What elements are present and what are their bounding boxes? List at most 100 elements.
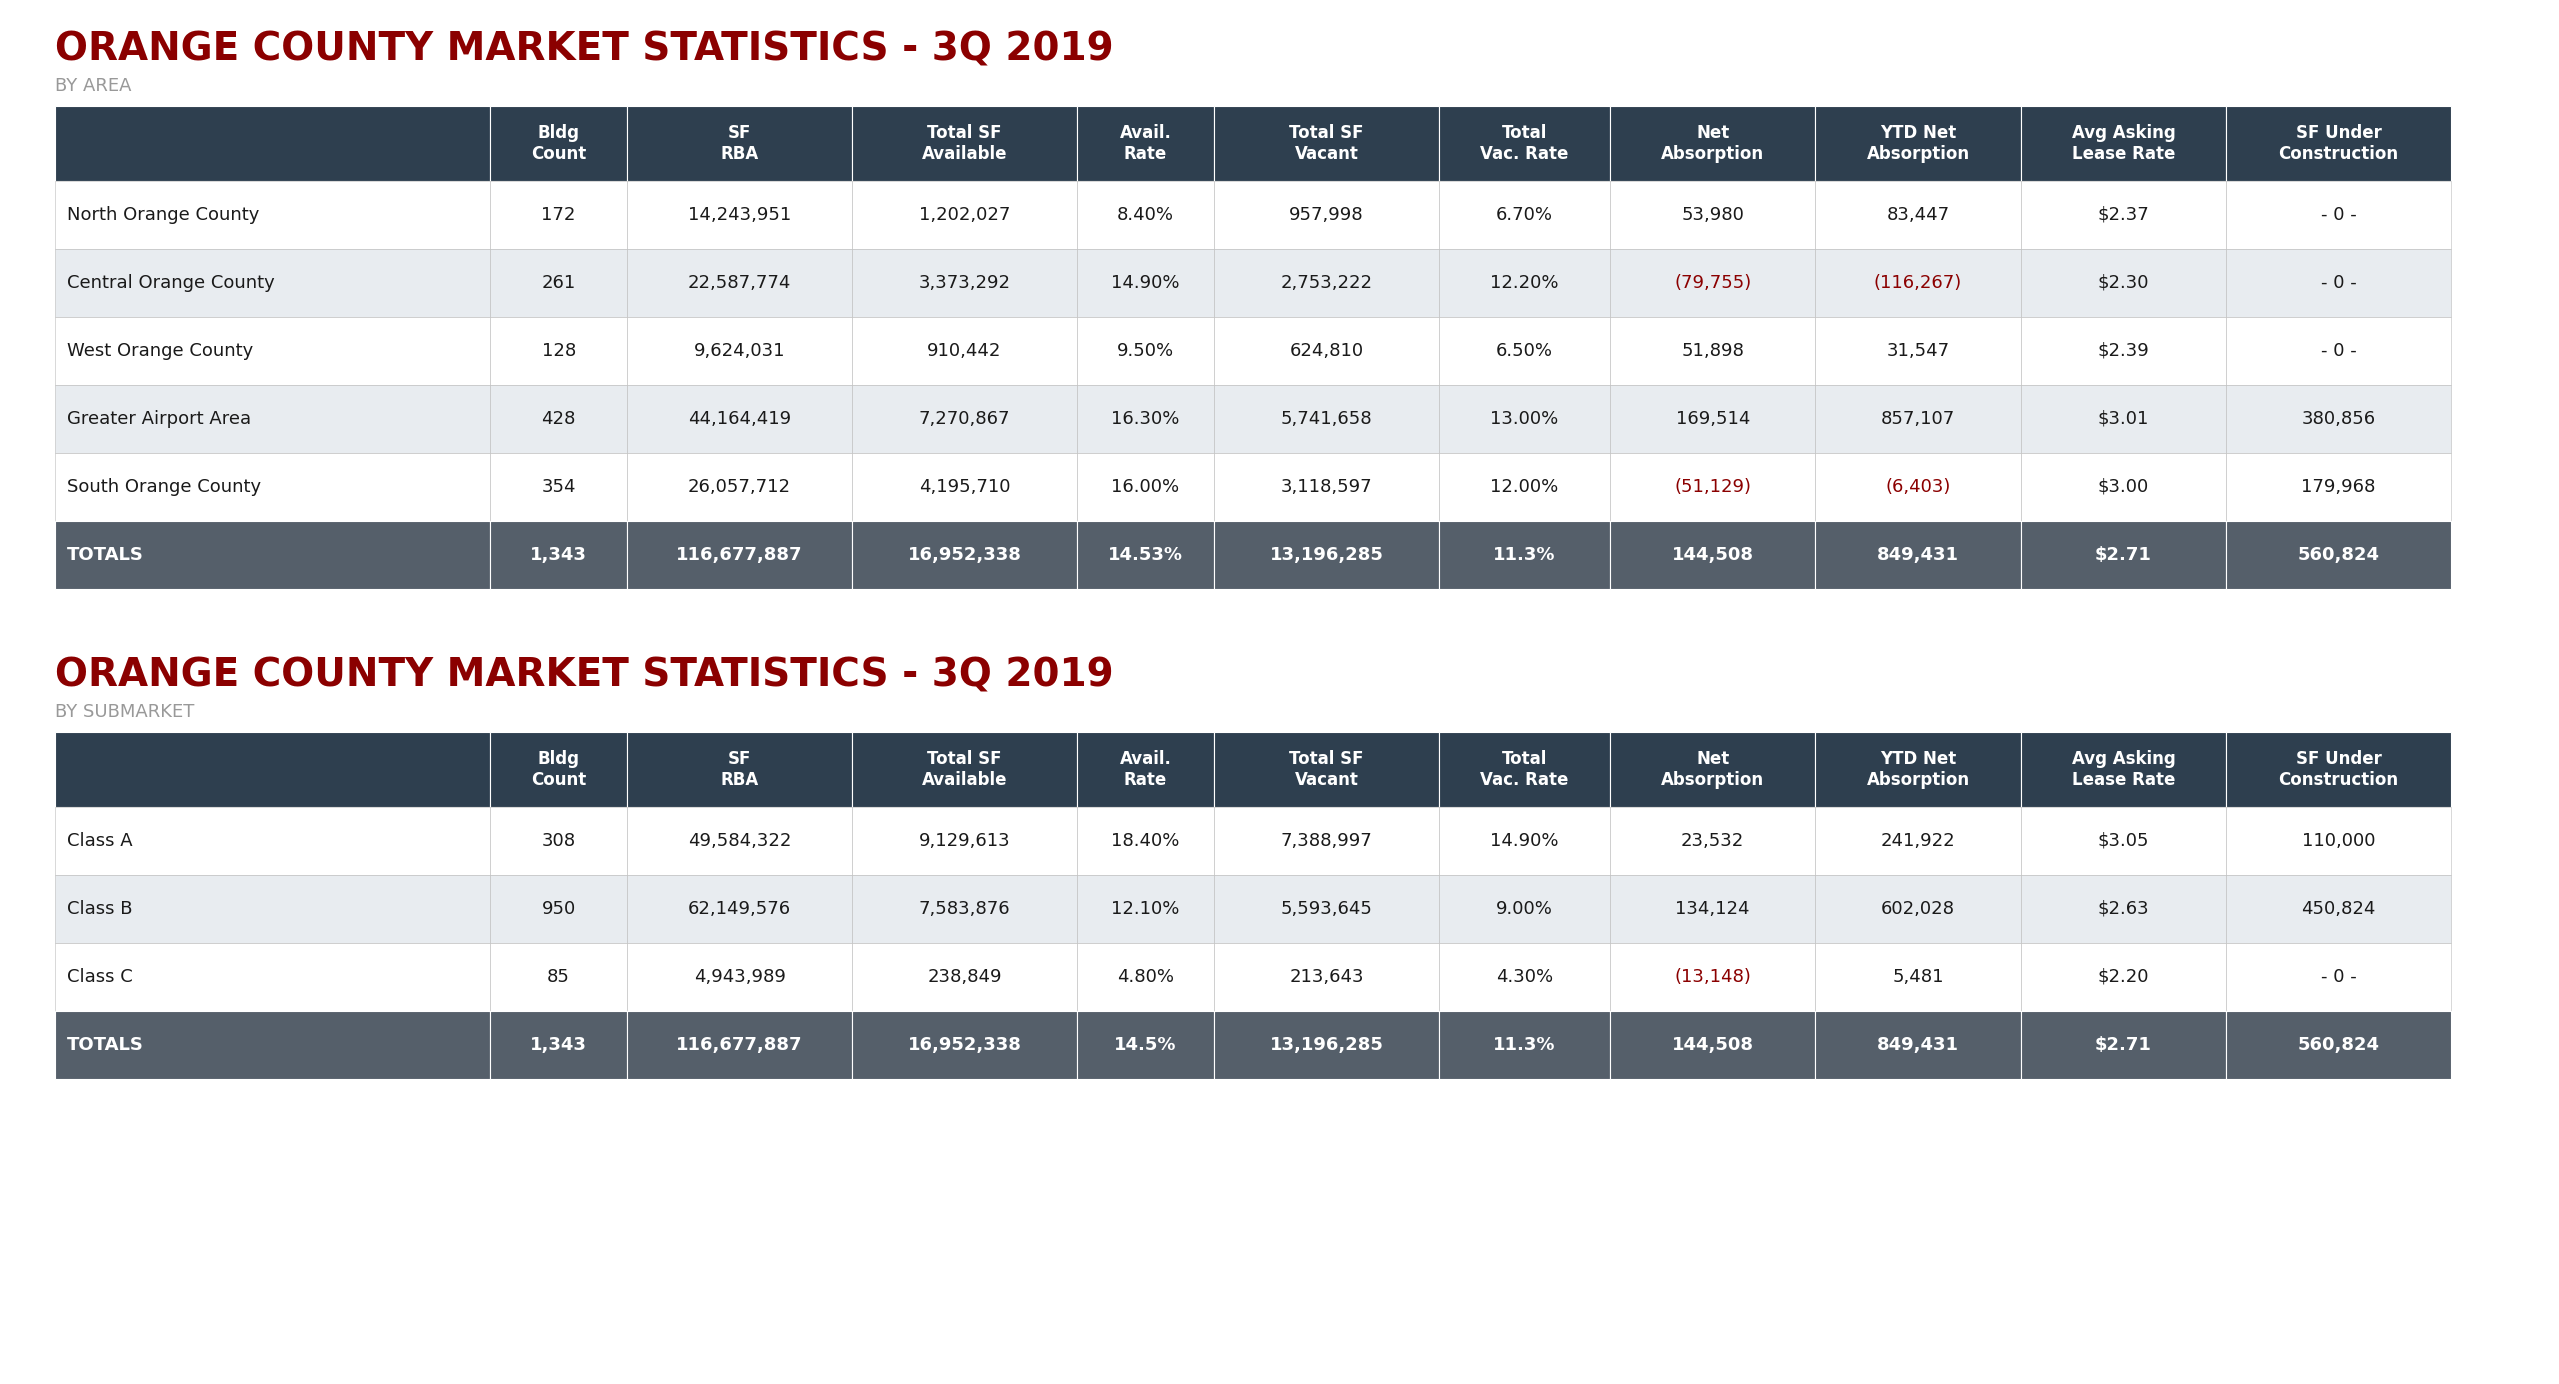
Bar (627, 732, 852, 807)
Bar (54, 249, 491, 317)
Bar (2022, 107, 2226, 181)
Text: 169,514: 169,514 (1676, 410, 1750, 428)
Text: 9.50%: 9.50% (1116, 342, 1175, 360)
Text: SF
RBA: SF RBA (722, 125, 757, 163)
Bar (1438, 520, 1610, 590)
Text: 9,129,613: 9,129,613 (919, 832, 1011, 850)
Bar (2022, 943, 2226, 1010)
Bar (2022, 875, 2226, 943)
Bar (491, 317, 627, 385)
Text: 4.80%: 4.80% (1116, 967, 1175, 985)
Bar (2226, 732, 2452, 807)
Bar (54, 453, 491, 520)
Bar (852, 107, 1077, 181)
Text: 1,343: 1,343 (530, 547, 586, 565)
Text: $2.30: $2.30 (2098, 274, 2150, 292)
Bar (1077, 1010, 1213, 1080)
Text: 241,922: 241,922 (1881, 832, 1955, 850)
Text: BY AREA: BY AREA (54, 78, 131, 95)
Bar (627, 317, 852, 385)
Text: Avail.
Rate: Avail. Rate (1118, 125, 1172, 163)
Text: 261: 261 (543, 274, 576, 292)
Bar (2022, 520, 2226, 590)
Bar (54, 520, 491, 590)
Bar (1814, 1010, 2022, 1080)
Bar (1438, 107, 1610, 181)
Bar (1077, 317, 1213, 385)
Text: 13,196,285: 13,196,285 (1269, 547, 1384, 565)
Text: 5,741,658: 5,741,658 (1280, 410, 1372, 428)
Bar (1610, 1010, 1814, 1080)
Text: Total SF
Vacant: Total SF Vacant (1290, 125, 1364, 163)
Bar (2022, 249, 2226, 317)
Bar (2022, 807, 2226, 875)
Text: - 0 -: - 0 - (2321, 342, 2357, 360)
Text: $2.37: $2.37 (2098, 206, 2150, 224)
Bar (1814, 385, 2022, 453)
Bar (1438, 317, 1610, 385)
Bar (1077, 732, 1213, 807)
Text: SF
RBA: SF RBA (722, 750, 757, 789)
Text: 16,952,338: 16,952,338 (908, 547, 1021, 565)
Bar (1610, 807, 1814, 875)
Text: 3,373,292: 3,373,292 (919, 274, 1011, 292)
Bar (2022, 1010, 2226, 1080)
Bar (1814, 249, 2022, 317)
Text: North Orange County: North Orange County (67, 206, 258, 224)
Text: 134,124: 134,124 (1676, 900, 1750, 918)
Text: ORANGE COUNTY MARKET STATISTICS - 3Q 2019: ORANGE COUNTY MARKET STATISTICS - 3Q 201… (54, 30, 1113, 69)
Bar (2226, 1010, 2452, 1080)
Bar (1610, 181, 1814, 249)
Text: 128: 128 (543, 342, 576, 360)
Text: $2.20: $2.20 (2098, 967, 2150, 985)
Bar (1610, 317, 1814, 385)
Text: Avg Asking
Lease Rate: Avg Asking Lease Rate (2073, 125, 2175, 163)
Bar (1438, 943, 1610, 1010)
Text: 16.00%: 16.00% (1111, 477, 1180, 495)
Text: (51,129): (51,129) (1674, 477, 1750, 495)
Bar (1438, 732, 1610, 807)
Bar (627, 520, 852, 590)
Bar (491, 181, 627, 249)
Text: 18.40%: 18.40% (1111, 832, 1180, 850)
Text: Bldg
Count: Bldg Count (532, 125, 586, 163)
Text: TOTALS: TOTALS (67, 1037, 143, 1055)
Text: 428: 428 (543, 410, 576, 428)
Text: Total SF
Vacant: Total SF Vacant (1290, 750, 1364, 789)
Bar (2226, 453, 2452, 520)
Text: 560,824: 560,824 (2298, 547, 2380, 565)
Bar (627, 1010, 852, 1080)
Bar (1814, 807, 2022, 875)
Bar (1213, 181, 1438, 249)
Text: - 0 -: - 0 - (2321, 206, 2357, 224)
Text: 7,388,997: 7,388,997 (1280, 832, 1372, 850)
Text: 11.3%: 11.3% (1494, 1037, 1556, 1055)
Bar (627, 181, 852, 249)
Text: Net
Absorption: Net Absorption (1661, 750, 1763, 789)
Bar (852, 732, 1077, 807)
Bar (1610, 943, 1814, 1010)
Bar (1610, 520, 1814, 590)
Bar (852, 249, 1077, 317)
Bar (2022, 732, 2226, 807)
Text: Class B: Class B (67, 900, 133, 918)
Text: 12.20%: 12.20% (1489, 274, 1558, 292)
Bar (54, 807, 491, 875)
Bar (491, 807, 627, 875)
Bar (1213, 453, 1438, 520)
Text: YTD Net
Absorption: YTD Net Absorption (1866, 125, 1970, 163)
Text: 602,028: 602,028 (1881, 900, 1955, 918)
Bar (1077, 807, 1213, 875)
Text: 13,196,285: 13,196,285 (1269, 1037, 1384, 1055)
Bar (1610, 249, 1814, 317)
Text: $3.00: $3.00 (2098, 477, 2150, 495)
Bar (1610, 453, 1814, 520)
Bar (54, 943, 491, 1010)
Bar (1438, 807, 1610, 875)
Text: 849,431: 849,431 (1878, 547, 1960, 565)
Bar (1438, 181, 1610, 249)
Text: 9.00%: 9.00% (1497, 900, 1553, 918)
Bar (1077, 107, 1213, 181)
Text: $2.71: $2.71 (2096, 1037, 2152, 1055)
Text: Class C: Class C (67, 967, 133, 985)
